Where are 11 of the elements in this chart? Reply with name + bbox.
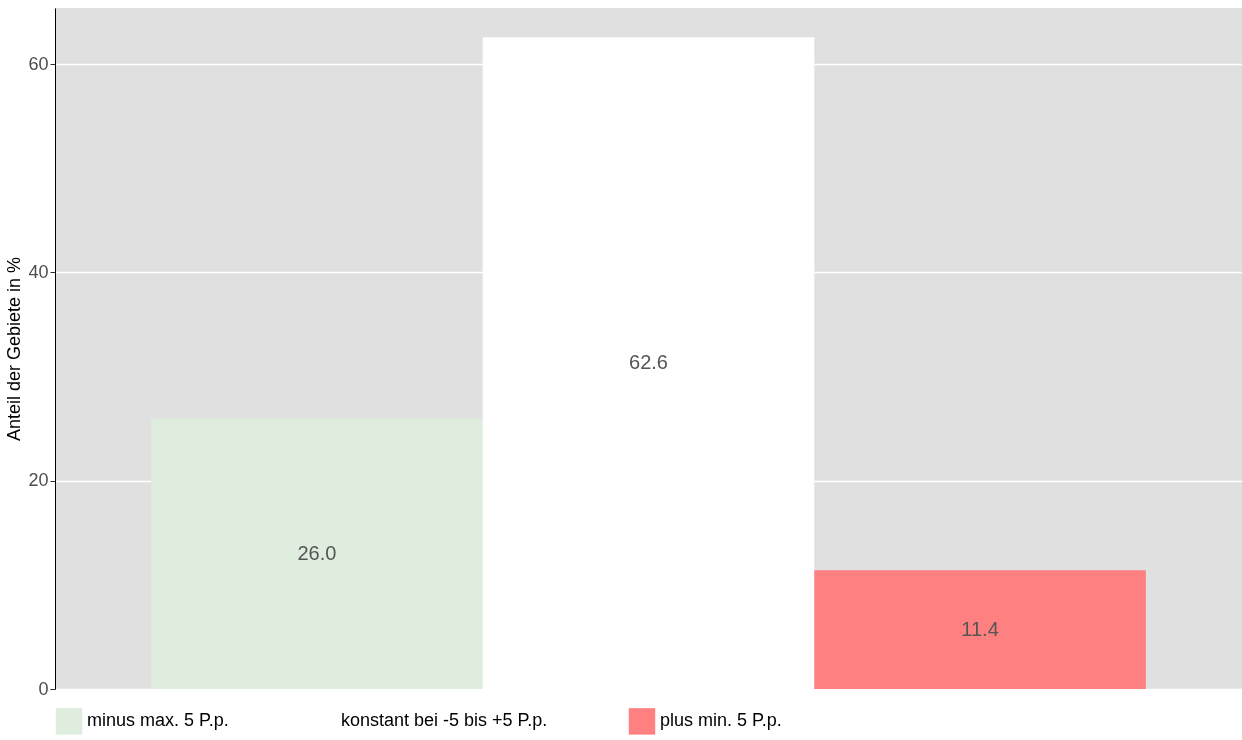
y-tick-label: 0: [38, 678, 49, 699]
y-axis-title: Anteil der Gebiete in %: [4, 256, 25, 442]
legend-label: plus min. 5 P.p.: [660, 710, 782, 731]
y-tick-label: 40: [28, 261, 49, 282]
series-label: konstant bei -5 bis +5 P.p.: [341, 710, 548, 731]
y-tick-label: 60: [28, 53, 49, 74]
data-label: 26.0: [297, 541, 337, 564]
data-label: 62.6: [629, 351, 668, 374]
data-label: 11.4: [961, 617, 999, 640]
y-tick-label: 20: [28, 470, 49, 491]
legend-label: minus max. 5 P.p.: [87, 710, 229, 731]
